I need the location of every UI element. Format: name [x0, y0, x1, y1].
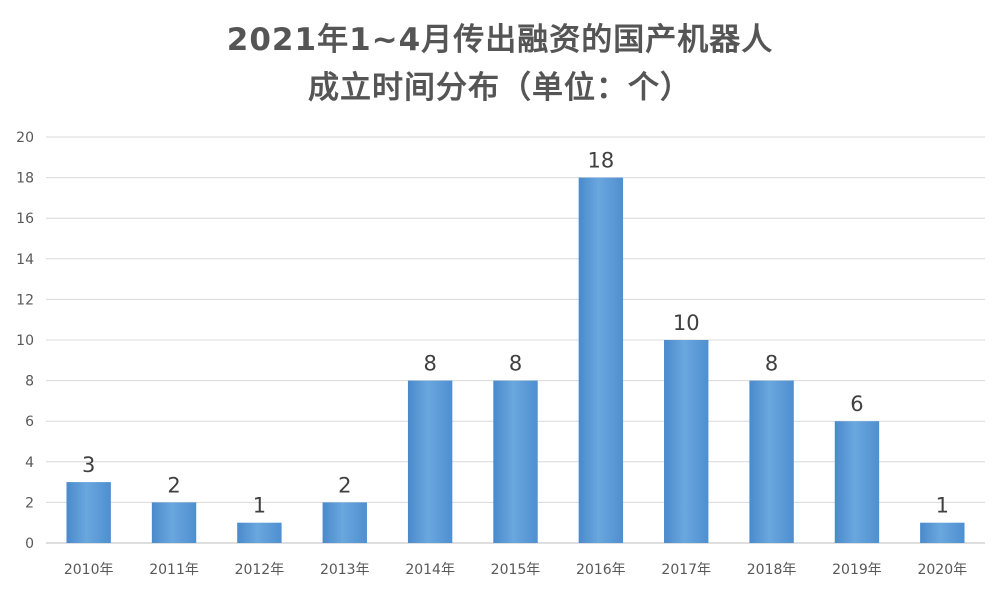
bar [322, 502, 367, 543]
bars [66, 177, 965, 543]
bar [66, 482, 111, 543]
x-category-label: 2013年 [320, 562, 370, 578]
bar [407, 380, 453, 543]
bar [834, 421, 880, 543]
data-label: 1 [936, 494, 949, 518]
y-tick-label: 8 [25, 374, 34, 390]
y-tick-label: 20 [16, 130, 34, 146]
chart-title-line-1: 2021年1~4月传出融资的国产机器人 [226, 22, 774, 58]
x-category-label: 2011年 [149, 562, 199, 578]
data-label: 8 [423, 352, 436, 376]
x-category-label: 2016年 [576, 562, 626, 578]
y-tick-label: 2 [25, 495, 34, 511]
x-category-label: 2012年 [235, 562, 285, 578]
x-category-label: 2010年 [64, 562, 114, 578]
data-label: 8 [765, 352, 778, 376]
y-tick-label: 4 [25, 455, 34, 471]
x-category-label: 2020年 [917, 562, 967, 578]
data-label: 3 [82, 453, 95, 477]
data-label: 1 [253, 494, 266, 518]
y-tick-label: 6 [25, 414, 34, 430]
y-axis-ticks: 0 2 4 6 8 10 12 14 16 18 20 [16, 130, 34, 552]
x-category-label: 2015年 [491, 562, 541, 578]
bar [237, 522, 282, 543]
data-labels: 3 2 1 2 8 8 18 10 8 6 1 [82, 149, 949, 518]
bar [920, 522, 965, 543]
x-category-label: 2014年 [405, 562, 455, 578]
data-label: 18 [587, 149, 614, 173]
data-label: 2 [338, 473, 351, 497]
y-tick-label: 14 [16, 252, 34, 268]
x-category-label: 2019年 [832, 562, 882, 578]
x-category-label: 2017年 [661, 562, 711, 578]
data-label: 6 [850, 392, 863, 416]
bar [749, 380, 794, 543]
y-tick-label: 16 [16, 211, 34, 227]
bar [493, 380, 538, 543]
gridlines [46, 136, 985, 544]
y-tick-label: 10 [16, 333, 34, 349]
data-label: 10 [673, 311, 700, 335]
chart-title-line-2: 成立时间分布（单位：个） [308, 70, 692, 106]
y-tick-label: 0 [25, 536, 34, 552]
x-axis-categories: 2010年 2011年 2012年 2013年 2014年 2015年 2016年 2017年… [64, 562, 967, 578]
bar [664, 340, 709, 543]
bar [578, 177, 624, 543]
x-category-label: 2018年 [747, 562, 797, 578]
bar [151, 502, 197, 543]
data-label: 2 [167, 473, 180, 497]
data-label: 8 [509, 352, 522, 376]
y-tick-label: 12 [16, 292, 34, 308]
y-tick-label: 18 [16, 171, 34, 187]
